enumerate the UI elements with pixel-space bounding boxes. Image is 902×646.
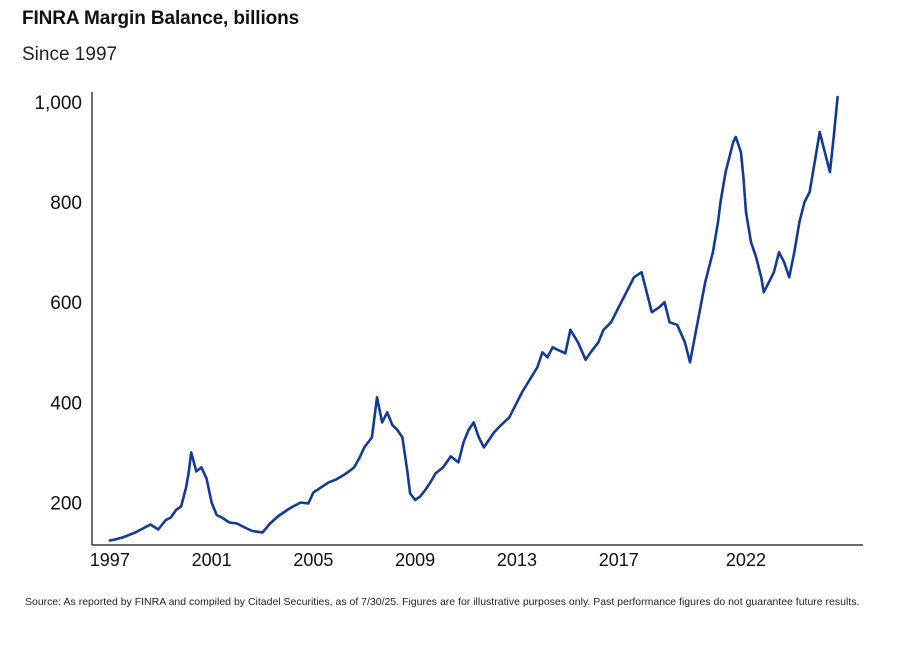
chart-title: FINRA Margin Balance, billions	[22, 8, 300, 29]
y-tick-group: 200 400 600 800 1,000	[34, 93, 82, 514]
x-tick-group: 1997 2001 2005 2009 2013 2017 2022	[90, 550, 766, 570]
y-tick-label: 1,000	[34, 93, 82, 114]
x-tick-label: 2013	[497, 550, 537, 570]
y-tick-label: 600	[50, 293, 82, 314]
y-tick-label: 200	[50, 493, 82, 514]
x-tick-label: 2005	[293, 550, 333, 570]
x-tick-label: 1997	[90, 550, 130, 570]
y-tick-label: 800	[50, 193, 82, 214]
y-tick-label: 400	[50, 393, 82, 414]
x-tick-label: 2009	[395, 550, 435, 570]
chart-subtitle: Since 1997	[22, 44, 118, 65]
x-tick-label: 2001	[192, 550, 232, 570]
x-tick-label: 2022	[726, 550, 766, 570]
source-note: Source: As reported by FINRA and compile…	[25, 596, 860, 608]
margin-balance-line	[108, 95, 839, 542]
x-tick-label: 2017	[599, 550, 639, 570]
